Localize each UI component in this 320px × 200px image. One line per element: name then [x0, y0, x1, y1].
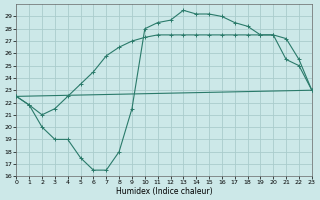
X-axis label: Humidex (Indice chaleur): Humidex (Indice chaleur) — [116, 187, 212, 196]
